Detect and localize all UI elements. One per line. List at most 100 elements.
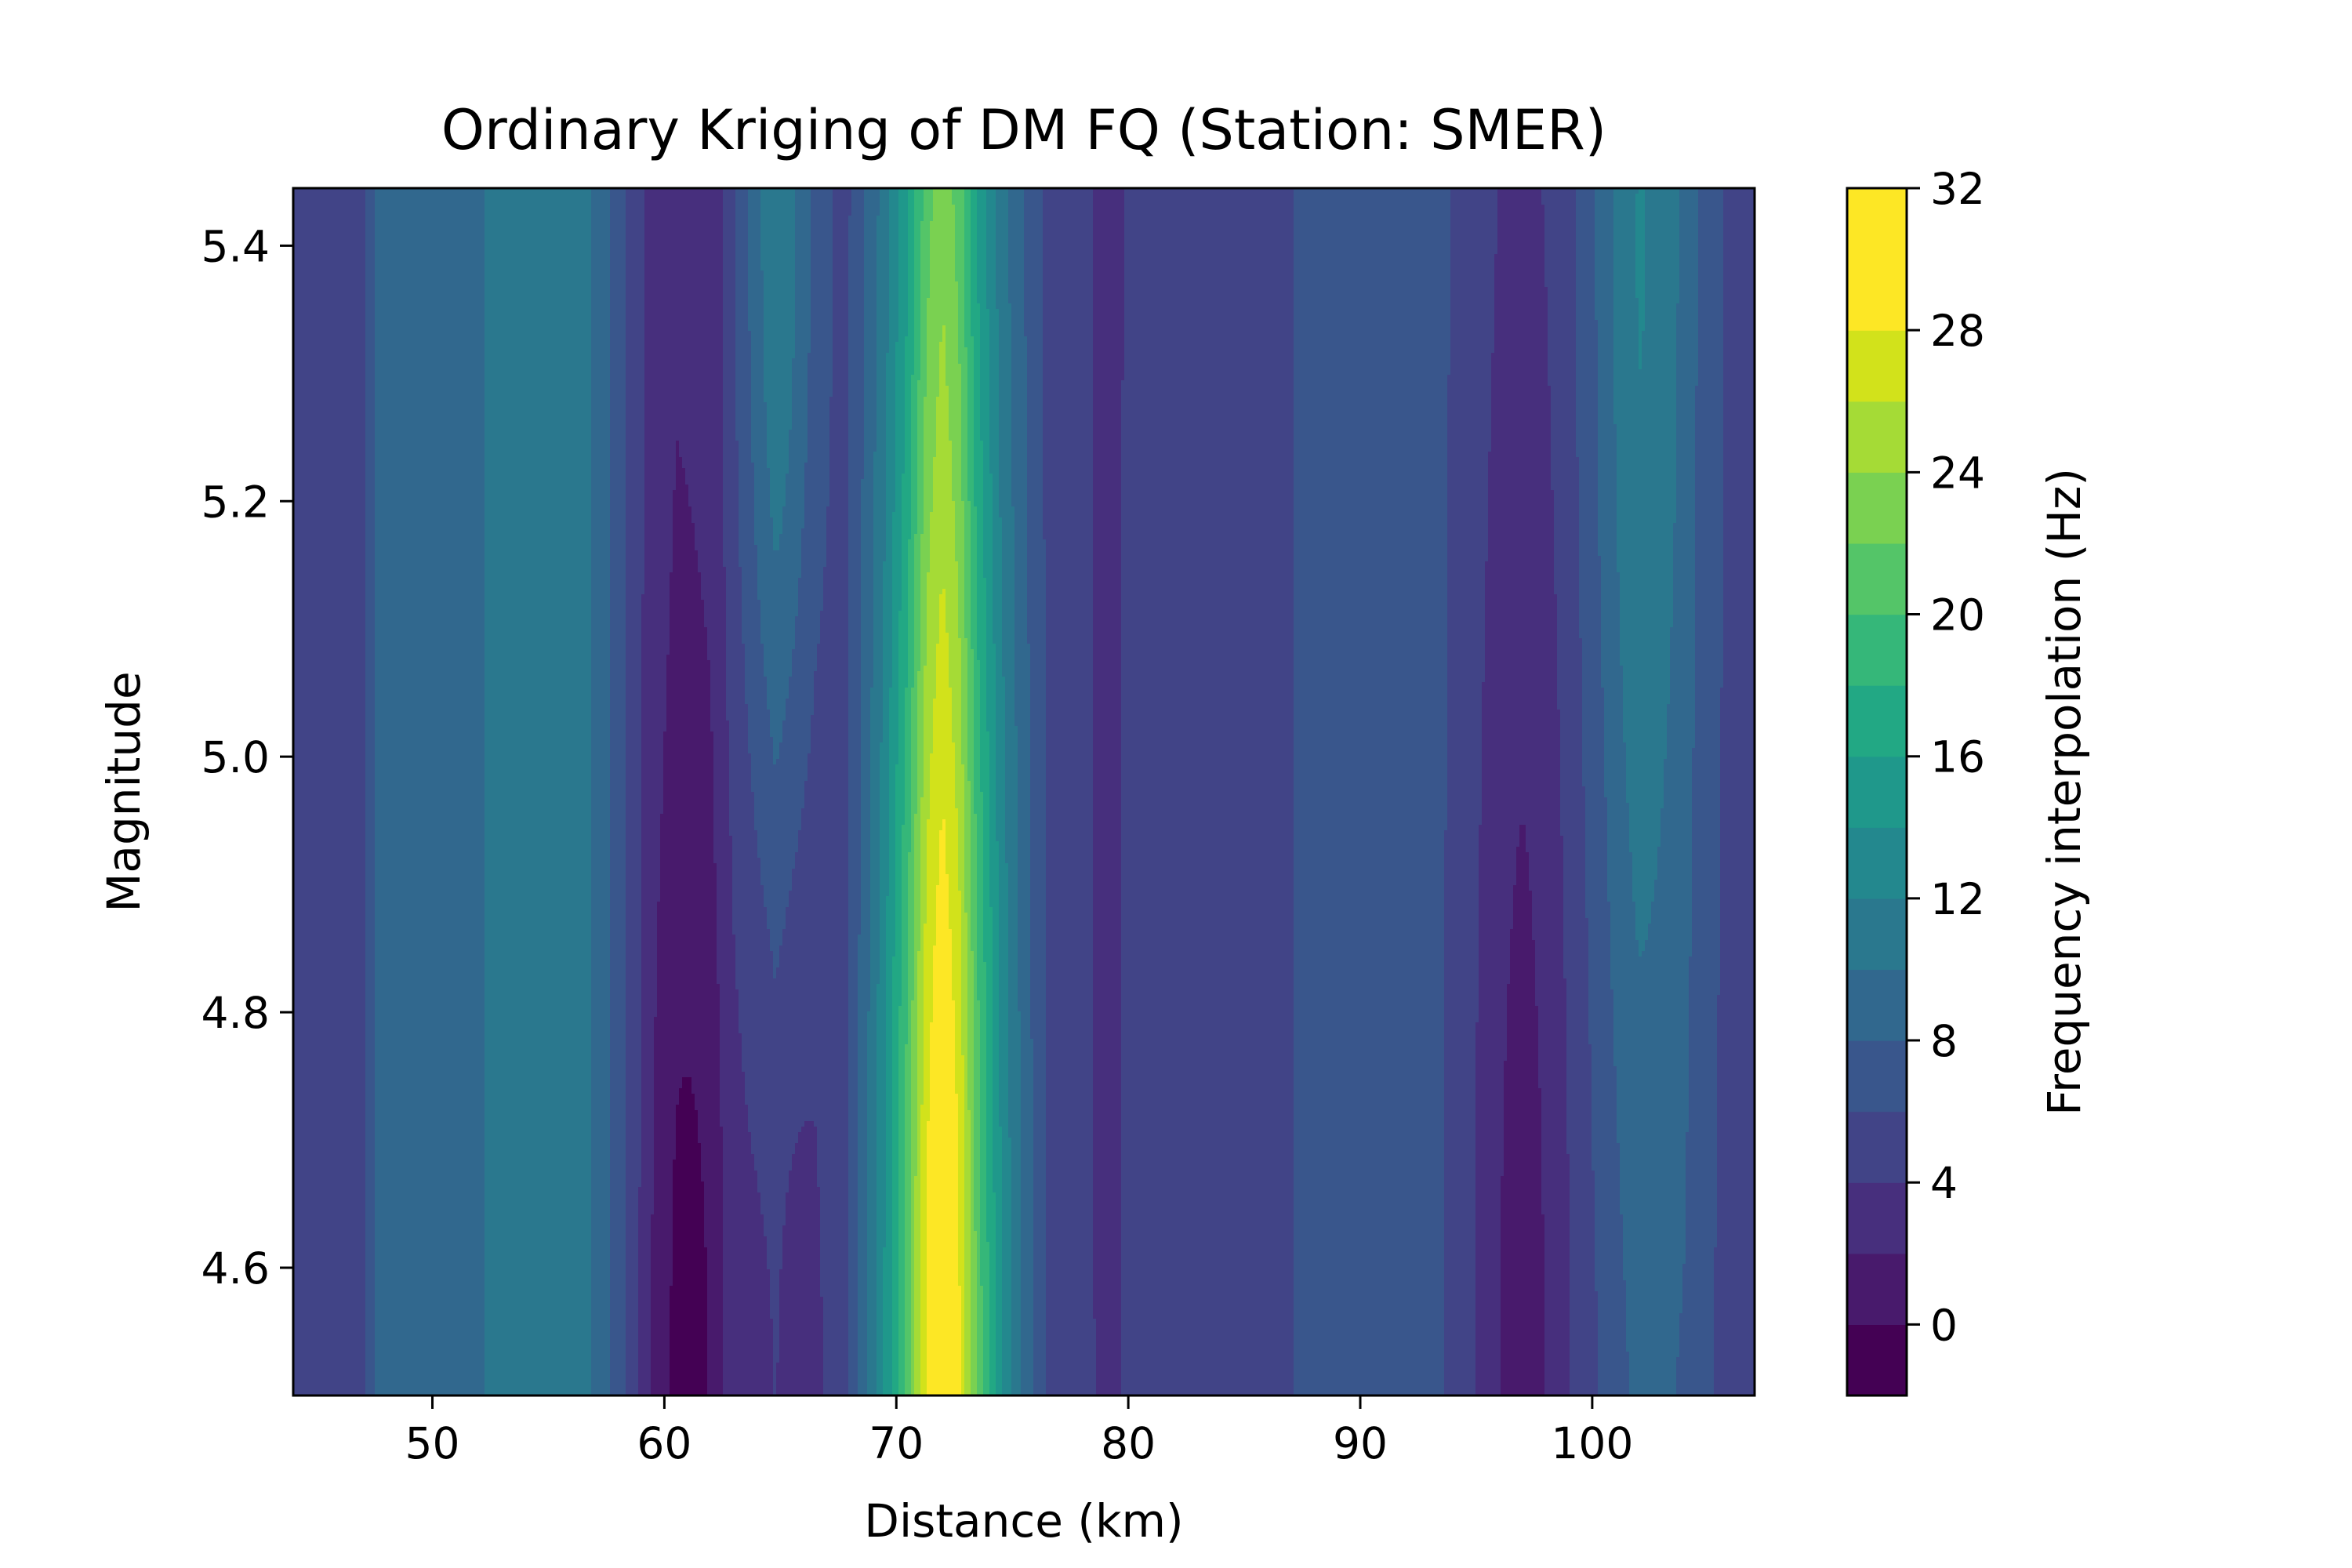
contour-cell	[1723, 671, 1755, 677]
contour-cell	[848, 375, 865, 381]
contour-cell	[729, 726, 749, 732]
contour-cell	[1579, 528, 1599, 535]
contour-cell	[936, 413, 949, 419]
contour-cell	[848, 325, 865, 332]
contour-cell	[644, 424, 724, 430]
contour-cell	[996, 688, 1006, 694]
contour-cell	[739, 446, 752, 452]
contour-cell	[826, 517, 849, 524]
contour-cell	[1294, 528, 1448, 535]
contour-cell	[293, 715, 366, 721]
contour-cell	[933, 726, 953, 732]
contour-cell	[967, 649, 975, 655]
contour-cell	[1124, 325, 1294, 332]
contour-cell	[1124, 265, 1294, 271]
contour-cell	[898, 320, 909, 326]
contour-cell	[974, 446, 984, 452]
contour-cell	[993, 567, 1003, 573]
contour-cell	[591, 748, 611, 754]
contour-cell	[861, 605, 874, 612]
contour-cell	[961, 660, 968, 666]
contour-cell	[1450, 347, 1495, 354]
contour-cell	[644, 347, 724, 354]
contour-cell	[754, 474, 771, 480]
contour-cell	[1030, 748, 1047, 754]
contour-cell	[946, 331, 959, 337]
contour-cell	[967, 731, 975, 738]
contour-cell	[767, 452, 789, 458]
contour-cell	[964, 561, 971, 568]
contour-cell	[644, 463, 677, 469]
contour-cell	[949, 649, 962, 655]
contour-cell	[1598, 419, 1614, 425]
contour-cell	[1450, 260, 1495, 266]
contour-cell	[974, 671, 981, 677]
contour-cell	[745, 682, 768, 688]
contour-cell	[1294, 748, 1448, 754]
contour-cell	[1620, 578, 1674, 584]
contour-cell	[1294, 589, 1448, 595]
contour-cell	[996, 748, 1006, 754]
contour-cell	[895, 501, 902, 507]
contour-cell	[1604, 742, 1627, 749]
contour-cell	[293, 254, 366, 260]
contour-cell	[726, 699, 746, 705]
contour-cell	[980, 397, 990, 403]
contour-cell	[1043, 347, 1094, 354]
contour-cell	[1576, 386, 1599, 392]
contour-cell	[927, 331, 943, 337]
contour-cell	[1450, 314, 1495, 321]
contour-cell	[1544, 227, 1577, 233]
contour-cell	[927, 303, 959, 310]
contour-cell	[1667, 731, 1696, 738]
contour-cell	[1695, 677, 1724, 683]
contour-cell	[892, 512, 902, 518]
contour-cell	[626, 517, 645, 524]
contour-cell	[1294, 479, 1448, 485]
contour-cell	[735, 265, 749, 271]
contour-cell	[1043, 490, 1094, 496]
contour-cell	[789, 682, 815, 688]
contour-cell	[610, 567, 626, 573]
contour-cell	[610, 386, 626, 392]
contour-cell	[485, 227, 592, 233]
contour-cell	[663, 742, 714, 749]
contour-cell	[811, 238, 833, 244]
contour-cell	[908, 320, 915, 326]
contour-cell	[644, 485, 677, 491]
contour-cell	[967, 682, 975, 688]
contour-cell	[591, 402, 611, 408]
contour-cell	[626, 441, 645, 447]
contour-cell	[1030, 655, 1047, 661]
contour-cell	[1093, 715, 1122, 721]
contour-cell	[877, 265, 890, 271]
contour-cell	[767, 408, 793, 414]
contour-cell	[1695, 666, 1724, 672]
contour-cell	[980, 331, 990, 337]
contour-cell	[1043, 457, 1094, 463]
contour-cell	[914, 314, 921, 321]
contour-cell	[644, 260, 724, 266]
contour-cell	[1014, 600, 1028, 606]
contour-cell	[1679, 188, 1699, 194]
contour-cell	[1093, 413, 1122, 419]
contour-cell	[917, 742, 924, 749]
contour-cell	[1046, 731, 1094, 738]
contour-cell	[1002, 528, 1015, 535]
contour-cell	[892, 605, 902, 612]
contour-cell	[1544, 216, 1577, 222]
contour-cell	[1005, 693, 1015, 699]
contour-cell	[829, 435, 849, 441]
contour-cell	[999, 463, 1012, 469]
contour-cell	[610, 457, 626, 463]
contour-cell	[293, 688, 366, 694]
contour-cell	[1679, 287, 1699, 293]
contour-cell	[375, 479, 485, 485]
contour-cell	[1011, 419, 1028, 425]
contour-cell	[1121, 572, 1294, 579]
contour-cell	[971, 594, 978, 601]
contour-cell	[1485, 611, 1558, 617]
contour-cell	[971, 633, 978, 639]
contour-cell	[1002, 644, 1015, 650]
contour-cell	[877, 309, 890, 315]
